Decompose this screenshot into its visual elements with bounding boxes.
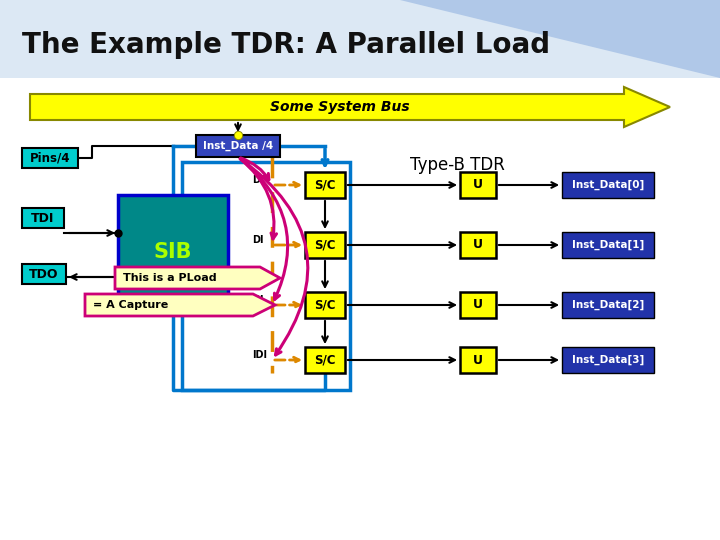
Text: IDI: IDI	[252, 350, 267, 360]
Text: DI: DI	[252, 235, 264, 245]
Text: Inst_Data[0]: Inst_Data[0]	[572, 180, 644, 190]
Text: U: U	[473, 354, 483, 367]
Text: U: U	[473, 299, 483, 312]
Polygon shape	[85, 294, 275, 316]
Text: S/C: S/C	[314, 239, 336, 252]
Polygon shape	[115, 267, 280, 289]
FancyBboxPatch shape	[305, 292, 345, 318]
Text: TDI: TDI	[31, 212, 55, 225]
Text: This is a PLoad: This is a PLoad	[123, 273, 217, 283]
Polygon shape	[400, 0, 720, 78]
Text: Inst_Data /4: Inst_Data /4	[203, 141, 273, 151]
FancyBboxPatch shape	[0, 0, 720, 78]
FancyArrow shape	[30, 87, 670, 127]
FancyBboxPatch shape	[22, 208, 64, 228]
FancyBboxPatch shape	[460, 232, 496, 258]
Text: Type-B TDR: Type-B TDR	[410, 156, 505, 174]
FancyBboxPatch shape	[22, 148, 78, 168]
Text: Sel/Mode: Sel/Mode	[146, 271, 200, 284]
Text: = A Capture: = A Capture	[93, 300, 168, 310]
Text: U: U	[473, 179, 483, 192]
FancyBboxPatch shape	[196, 135, 280, 157]
FancyBboxPatch shape	[562, 172, 654, 198]
FancyBboxPatch shape	[118, 195, 228, 295]
Text: Inst_Data[3]: Inst_Data[3]	[572, 355, 644, 365]
FancyBboxPatch shape	[0, 78, 720, 540]
Text: TDO: TDO	[30, 267, 59, 280]
Text: DI: DI	[252, 295, 264, 305]
FancyBboxPatch shape	[305, 347, 345, 373]
FancyBboxPatch shape	[460, 292, 496, 318]
FancyBboxPatch shape	[305, 172, 345, 198]
Text: The Example TDR: A Parallel Load: The Example TDR: A Parallel Load	[22, 31, 550, 59]
FancyBboxPatch shape	[562, 232, 654, 258]
FancyBboxPatch shape	[562, 347, 654, 373]
Text: S/C: S/C	[314, 299, 336, 312]
FancyBboxPatch shape	[562, 292, 654, 318]
FancyBboxPatch shape	[460, 347, 496, 373]
Text: Inst_Data[1]: Inst_Data[1]	[572, 240, 644, 250]
Text: Inst_Data[2]: Inst_Data[2]	[572, 300, 644, 310]
Text: Some System Bus: Some System Bus	[270, 100, 410, 114]
FancyBboxPatch shape	[460, 172, 496, 198]
Text: SIB: SIB	[154, 242, 192, 262]
Text: S/C: S/C	[314, 179, 336, 192]
FancyBboxPatch shape	[22, 264, 66, 284]
Text: U: U	[473, 239, 483, 252]
Text: Pins/4: Pins/4	[30, 152, 71, 165]
FancyBboxPatch shape	[305, 232, 345, 258]
Text: DI: DI	[252, 175, 264, 185]
Text: S/C: S/C	[314, 354, 336, 367]
